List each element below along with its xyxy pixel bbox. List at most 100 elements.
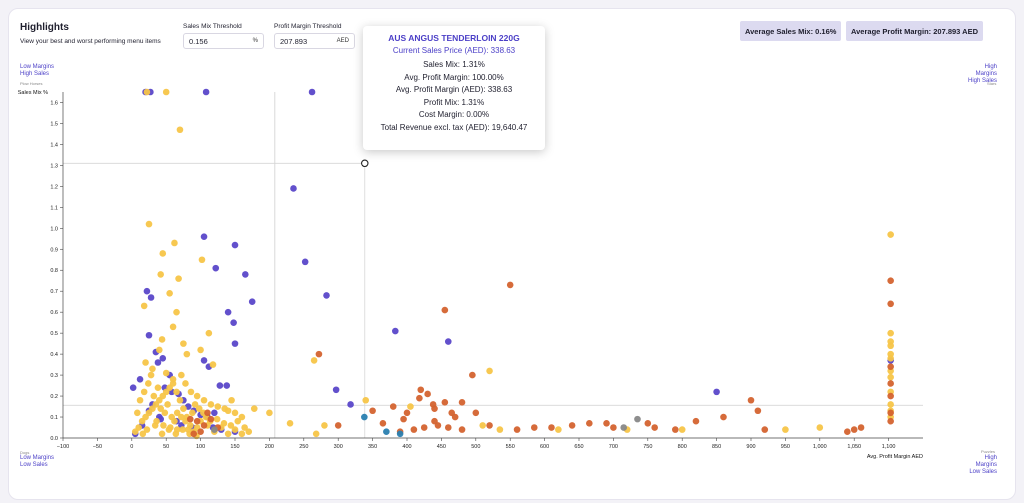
- data-point-yellow: [134, 409, 141, 417]
- quadrant-top-right-line1: High Margins: [975, 64, 997, 77]
- sales-mix-unit: %: [252, 38, 258, 44]
- data-point-orange: [400, 415, 407, 423]
- data-point-yellow: [139, 430, 147, 438]
- data-point-yellow: [158, 430, 166, 438]
- profit-margin-threshold-value: 207.893: [280, 36, 308, 46]
- data-point-yellow: [150, 392, 158, 400]
- data-point-orange: [887, 417, 894, 425]
- data-point-yellow: [213, 415, 221, 423]
- data-point-yellow: [887, 231, 894, 238]
- x-tick-label: 1,000: [813, 444, 827, 450]
- data-point-orange: [207, 415, 215, 423]
- data-point-yellow: [782, 426, 789, 433]
- data-point-yellow: [173, 409, 181, 417]
- avg-profit-margin-badge: Average Profit Margin: 207.893 AED: [846, 21, 983, 41]
- data-point-yellow: [160, 422, 167, 429]
- data-point-yellow: [205, 329, 213, 337]
- data-point-orange: [441, 399, 449, 406]
- data-point-purple: [136, 375, 144, 383]
- data-point-yellow: [157, 405, 164, 412]
- data-point-orange: [448, 409, 456, 417]
- data-point-orange: [444, 424, 452, 431]
- data-point-orange: [754, 407, 762, 415]
- data-point-purple: [332, 386, 340, 394]
- data-point-orange: [204, 409, 211, 417]
- data-point-yellow: [407, 403, 414, 410]
- data-point-yellow: [164, 401, 171, 408]
- tooltip-price: Current Sales Price (AED): 338.63: [392, 45, 516, 55]
- y-tick-label: 0.9: [50, 247, 58, 253]
- y-tick-label: 1.3: [50, 163, 58, 169]
- data-point-orange: [850, 426, 858, 433]
- data-point-yellow: [214, 403, 222, 410]
- data-point-purple: [154, 359, 162, 366]
- x-axis-label: Avg. Profit Margin AED: [867, 454, 923, 460]
- quadrant-top-left-label: Low Margins High Sales: [20, 64, 54, 78]
- data-point-yellow: [136, 396, 144, 404]
- y-tick-label: 0.5: [50, 331, 58, 337]
- data-point-purple: [444, 338, 452, 345]
- data-point-teal: [383, 428, 390, 436]
- data-point-yellow: [149, 365, 156, 373]
- data-point-yellow: [135, 424, 142, 431]
- data-point-orange: [369, 407, 376, 415]
- profit-margin-threshold-input[interactable]: 207.893 AED: [274, 33, 355, 49]
- data-point-yellow: [231, 409, 239, 417]
- sales-mix-threshold-input[interactable]: 0.156 %: [183, 33, 264, 49]
- data-point-yellow: [143, 88, 151, 96]
- quadrant-bottom-left-label: Low Margins Low Sales: [20, 455, 54, 469]
- data-point-yellow: [157, 271, 164, 278]
- data-point-orange: [506, 281, 514, 289]
- data-point-yellow: [312, 430, 320, 438]
- data-point-orange: [420, 424, 428, 431]
- data-point-purple: [231, 241, 239, 249]
- x-tick-label: −100: [57, 444, 69, 450]
- data-point-orange: [200, 422, 208, 429]
- data-point-grey: [634, 415, 641, 423]
- data-point-yellow: [200, 396, 208, 404]
- y-tick-label: 0.2: [50, 394, 58, 400]
- data-point-purple: [301, 258, 309, 266]
- y-tick-label: 1.1: [50, 205, 58, 211]
- x-tick-label: 1,100: [882, 444, 896, 450]
- data-point-orange: [434, 422, 442, 429]
- data-point-yellow: [173, 308, 180, 316]
- y-tick-label: 0.4: [50, 352, 58, 358]
- x-tick-label: 900: [746, 444, 755, 450]
- data-point-yellow: [162, 369, 170, 377]
- data-point-orange: [190, 430, 198, 438]
- data-point-orange: [417, 386, 425, 394]
- data-point-purple: [230, 319, 237, 326]
- tooltip-line: Sales Mix: 1.31%: [423, 60, 485, 69]
- x-tick-label: 50: [163, 444, 169, 450]
- x-tick-label: 500: [471, 444, 480, 450]
- data-point-purple: [211, 409, 218, 417]
- tooltip-line: Profit Mix: 1.31%: [423, 97, 485, 107]
- data-point-purple: [392, 327, 399, 335]
- data-point-orange: [379, 420, 387, 427]
- data-point-yellow: [169, 380, 177, 387]
- y-tick-label: 1.5: [50, 121, 58, 127]
- quadrant-bottom-left-line1: Low Margins: [20, 455, 55, 461]
- data-point-yellow: [887, 355, 894, 362]
- data-point-purple: [224, 308, 232, 316]
- x-tick-label: 700: [609, 444, 618, 450]
- data-point-orange: [416, 394, 423, 402]
- data-point-orange: [186, 415, 194, 423]
- y-tick-label: 0.1: [50, 415, 58, 421]
- data-point-yellow: [178, 371, 185, 379]
- tooltip-line: Cost Margin: 0.00%: [418, 110, 490, 119]
- data-point-yellow: [479, 422, 486, 429]
- page-subtitle: View your best and worst performing menu…: [20, 38, 161, 45]
- x-tick-label: 250: [299, 444, 308, 450]
- x-tick-label: 100: [196, 444, 205, 450]
- x-tick-label: 750: [643, 444, 652, 450]
- data-point-yellow: [143, 426, 151, 433]
- data-point-purple: [202, 88, 210, 96]
- data-point-yellow: [158, 336, 166, 343]
- data-point-purple: [231, 340, 239, 347]
- data-point-yellow: [178, 413, 185, 421]
- data-point-orange: [403, 409, 411, 417]
- profit-margin-unit: AED: [336, 38, 349, 44]
- data-point-purple: [242, 271, 249, 278]
